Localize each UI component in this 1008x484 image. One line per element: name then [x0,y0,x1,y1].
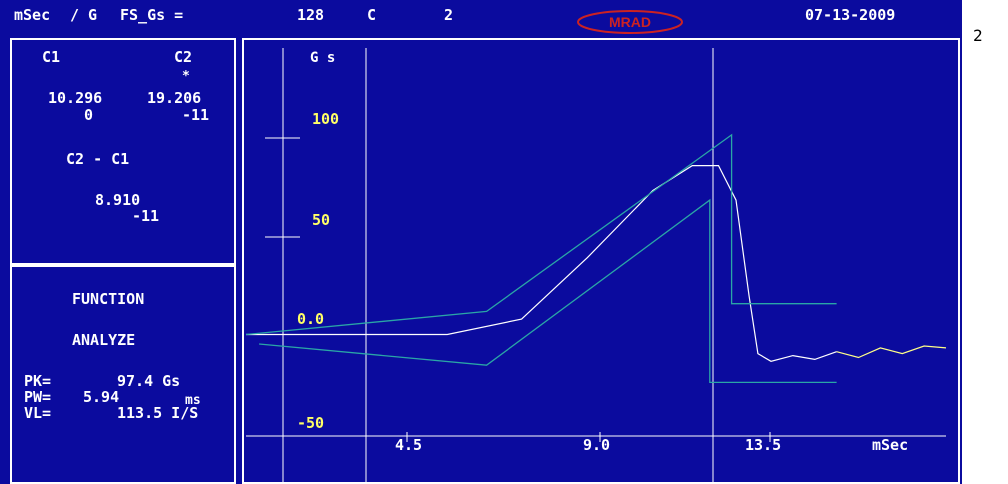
signal-tail-trace [836,345,947,359]
y-tick-label: -50 [297,414,324,432]
x-axis-label: mSec [872,436,908,454]
function-title: FUNCTION [72,290,145,308]
mode-label: ANALYZE [72,331,136,349]
c-label: C [367,6,377,24]
c-value: 2 [444,6,454,24]
c2-y-value: -11 [182,106,210,124]
c2-label: C2 [174,48,193,66]
oscilloscope-screen: mSec / G FS_Gs = 128 C 2 MRAD 07-13-2009… [0,0,960,484]
logo-text: MRAD [609,14,651,30]
pw-unit: ms [185,393,201,408]
waveform-chart: G s 100 50 0.0 -50 4.5 9.0 13.5 mSec [245,48,947,484]
x-tick-label: 9.0 [583,436,610,454]
y-tick-label: 50 [312,211,330,229]
lower-tolerance-trace [259,198,837,384]
fs-value: 128 [297,6,325,24]
pw-label: PW= [24,388,52,406]
cursor-panel [10,38,236,265]
c2-marker: * [182,69,190,84]
y-tick-label: 100 [312,110,339,128]
function-panel [10,265,236,484]
pk-label: PK= [24,372,52,390]
date-label: 07-13-2009 [805,6,896,24]
c1-label: C1 [42,48,61,66]
x-tick-label: 13.5 [745,436,781,454]
units-label: mSec [14,6,51,24]
fs-label: FS_Gs = [120,6,184,24]
x-tick-label: 4.5 [395,436,422,454]
diff-label: C2 - C1 [66,150,130,168]
diff-y-value: -11 [132,207,160,225]
c1-x-value: 10.296 [48,89,103,107]
vl-label: VL= [24,404,52,422]
pk-value: 97.4 Gs [117,372,181,390]
signal-trace [246,165,837,362]
pw-value: 5.94 [83,388,120,406]
side-number: 2 [973,26,983,45]
side-strip: 2 [960,0,1008,484]
y-tick-label: 0.0 [297,310,324,328]
diff-x-value: 8.910 [95,191,141,209]
c1-y-value: 0 [84,106,94,124]
mrad-logo: MRAD [577,10,683,34]
y-axis-label: G s [310,50,335,66]
c2-x-value: 19.206 [147,89,202,107]
per-label: / G [70,6,98,24]
plot-panel [242,38,960,484]
upper-tolerance-trace [245,133,837,336]
vl-value: 113.5 I/S [117,404,199,422]
